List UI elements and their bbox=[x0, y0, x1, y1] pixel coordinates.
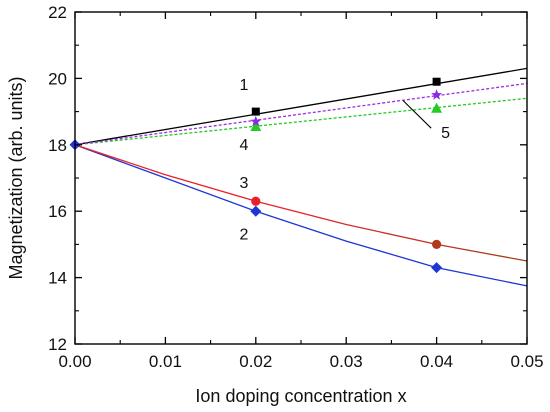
series-2-line bbox=[75, 144, 527, 287]
y-tick-label: 20 bbox=[48, 69, 67, 88]
series-4-line bbox=[75, 97, 527, 146]
x-tick-label: 0.04 bbox=[420, 352, 453, 371]
axes: 0.00 0.01 0.02 0.03 0.04 0.05121416182022Ion … bbox=[6, 3, 544, 406]
series-3-line bbox=[75, 144, 527, 262]
series-5-point-3 bbox=[431, 89, 443, 100]
x-tick-label: 0.02 bbox=[239, 352, 272, 371]
curve-label-3: 3 bbox=[240, 175, 249, 192]
series-3-point-3 bbox=[432, 239, 442, 249]
series-4-point-2 bbox=[250, 121, 262, 132]
x-tick-label: 0.01 bbox=[149, 352, 182, 371]
series-markers bbox=[69, 77, 443, 274]
series-1-line bbox=[75, 67, 527, 146]
x-axis-title: Ion doping concentration x bbox=[195, 386, 406, 406]
x-tick-label: 0.05 bbox=[510, 352, 543, 371]
curve-label-5: 5 bbox=[441, 125, 450, 142]
series-4-point-3 bbox=[431, 102, 443, 113]
y-axis-title: Magnetization (arb. units) bbox=[6, 76, 26, 279]
curve-label-4: 4 bbox=[240, 137, 249, 154]
leader-line bbox=[402, 100, 432, 129]
x-tick-label: 0.00 bbox=[58, 352, 91, 371]
series-3-point-2 bbox=[251, 196, 261, 206]
series-1-point-2 bbox=[251, 107, 260, 116]
series-5-line bbox=[75, 82, 527, 146]
y-tick-label: 22 bbox=[48, 3, 67, 22]
leader-lines bbox=[402, 100, 432, 129]
plot-frame bbox=[74, 11, 528, 345]
curve-label-2: 2 bbox=[240, 226, 249, 243]
x-tick-label: 0.03 bbox=[330, 352, 363, 371]
y-tick-label: 14 bbox=[48, 269, 67, 288]
y-tick-label: 16 bbox=[48, 202, 67, 221]
series-1-point-3 bbox=[432, 77, 441, 86]
series-5-point-2 bbox=[250, 115, 262, 127]
curve-labels: 1 2 3 4 5 bbox=[240, 77, 451, 243]
series-2-point-2 bbox=[250, 205, 262, 217]
series-2-point-3 bbox=[431, 262, 443, 274]
y-tick-label: 18 bbox=[48, 136, 67, 155]
curve-label-1: 1 bbox=[240, 77, 249, 94]
y-tick-label: 12 bbox=[48, 335, 67, 354]
series-lines bbox=[75, 67, 527, 287]
